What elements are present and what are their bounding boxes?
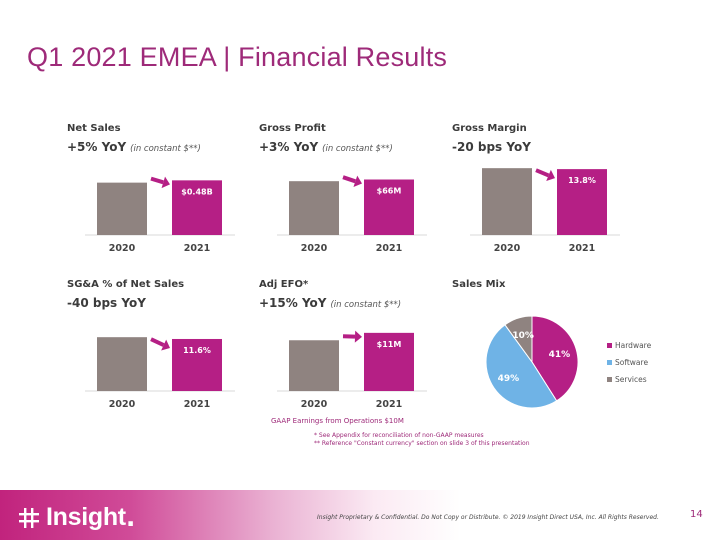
- adj-efo-note: (in constant $**): [330, 300, 402, 310]
- legend-swatch: [607, 360, 612, 365]
- trend-arrow-shaft: [342, 175, 356, 184]
- pie-data-label: 41%: [549, 350, 571, 360]
- footnotes: * See Appendix for reconciliation of non…: [314, 432, 530, 448]
- x-tick-label: 2021: [184, 399, 210, 410]
- bar-2021: [172, 338, 222, 391]
- x-tick-label: 2021: [569, 243, 595, 254]
- gross-margin-metric: -20 bps YoY: [452, 140, 531, 154]
- data-label: $0.48B: [181, 187, 212, 196]
- legend-swatch: [607, 343, 612, 348]
- data-label: $11M: [377, 340, 402, 349]
- sales-mix-pie-chart: 41% 49% 10% Hardware Software Services: [485, 315, 652, 409]
- bar-2020: [482, 168, 532, 235]
- data-label: 11.6%: [183, 346, 211, 355]
- adj-efo-metric: +15% YoY (in constant $**): [259, 296, 401, 310]
- x-tick-label: 2020: [301, 243, 328, 254]
- sga-chart: 2020 2021 11.6%: [85, 337, 235, 410]
- page-number: 14: [690, 509, 703, 520]
- x-tick-label: 2020: [494, 243, 521, 254]
- insight-logo: Insight.: [18, 503, 135, 532]
- pie-data-label: 49%: [498, 374, 520, 384]
- legend-entry: Software: [615, 358, 648, 367]
- sales-mix-panel: Sales Mix 41% 49% 10% Hardware Software Servi…: [452, 279, 652, 419]
- gross-margin-chart: 2020 2021 13.8%: [470, 168, 620, 254]
- trend-arrow-shaft: [535, 168, 550, 178]
- sales-mix-heading: Sales Mix: [452, 279, 506, 290]
- sga-panel: SG&A % of Net Sales -40 bps YoY 2020 2021…: [67, 279, 247, 419]
- net-sales-heading: Net Sales: [67, 123, 121, 134]
- x-tick-label: 2020: [301, 399, 328, 410]
- slide-title: Q1 2021 EMEA | Financial Results: [27, 42, 448, 72]
- data-label: 13.8%: [568, 176, 596, 185]
- gross-profit-chart: 2020 2021 $66M: [277, 175, 427, 254]
- gross-profit-heading: Gross Profit: [259, 123, 326, 134]
- footer-band: [0, 490, 720, 540]
- gaap-note: GAAP Earnings from Operations $10M: [271, 417, 404, 425]
- net-sales-note: (in constant $**): [130, 144, 201, 154]
- data-label: $66M: [377, 187, 402, 196]
- bar-2021: [364, 179, 414, 235]
- bar-2020: [97, 182, 147, 235]
- insight-logo-text: Insight: [46, 503, 126, 531]
- legend-entry: Services: [615, 375, 647, 384]
- net-sales-metric: +5% YoY (in constant $**): [67, 140, 201, 154]
- x-tick-label: 2020: [109, 399, 136, 410]
- net-sales-yoy: +5% YoY: [67, 140, 127, 154]
- trend-arrow-shaft: [150, 337, 165, 347]
- pie-slice-services: [504, 315, 533, 364]
- bar-2020: [289, 340, 339, 391]
- adj-efo-panel: Adj EFO* +15% YoY (in constant $**) 2020 2…: [259, 279, 439, 419]
- trend-arrow-shaft: [150, 176, 164, 185]
- bar-2020: [289, 181, 339, 235]
- pie-slice-software: [485, 324, 558, 409]
- trend-arrow-head: [353, 175, 362, 187]
- x-tick-label: 2020: [109, 243, 136, 254]
- gross-margin-heading: Gross Margin: [452, 123, 527, 134]
- bar-2021: [172, 180, 222, 235]
- bar-2021: [364, 332, 414, 391]
- trend-arrow-head: [161, 339, 170, 351]
- bar-2021: [557, 169, 607, 235]
- net-sales-panel: Net Sales +5% YoY (in constant $**) 2020 2…: [67, 123, 247, 263]
- adj-efo-chart: 2020 2021 $11M: [277, 330, 427, 410]
- gross-profit-metric: +3% YoY (in constant $**): [259, 140, 393, 154]
- trend-arrow-head: [354, 330, 362, 343]
- gross-profit-note: (in constant $**): [322, 144, 393, 154]
- trend-arrow-head: [546, 169, 555, 181]
- x-tick-label: 2021: [376, 399, 402, 410]
- net-sales-chart: 2020 2021 $0.48B: [85, 176, 235, 254]
- footnote-1: * See Appendix for reconciliation of non…: [314, 432, 484, 439]
- bar-2020: [97, 337, 147, 391]
- logo-dot: .: [125, 503, 136, 532]
- sga-metric: -40 bps YoY: [67, 296, 146, 310]
- legal-notice: Insight Proprietary & Confidential. Do N…: [317, 514, 659, 521]
- x-tick-label: 2021: [184, 243, 210, 254]
- adj-efo-yoy: +15% YoY: [259, 296, 327, 310]
- gross-margin-panel: Gross Margin -20 bps YoY 2020 2021 13.8%: [452, 123, 632, 263]
- legend-entry: Hardware: [615, 341, 652, 350]
- insight-logo-icon: [19, 507, 39, 528]
- adj-efo-heading: Adj EFO*: [259, 279, 309, 290]
- pie-data-label: 10%: [512, 331, 534, 341]
- gross-profit-panel: Gross Profit +3% YoY (in constant $**) 20…: [259, 123, 439, 263]
- sga-heading: SG&A % of Net Sales: [67, 279, 185, 290]
- gross-profit-yoy: +3% YoY: [259, 140, 319, 154]
- legend-swatch: [607, 377, 612, 382]
- trend-arrow-head: [161, 176, 170, 189]
- footnote-2: ** Reference "Constant currency" section…: [314, 440, 530, 447]
- x-tick-label: 2021: [376, 243, 402, 254]
